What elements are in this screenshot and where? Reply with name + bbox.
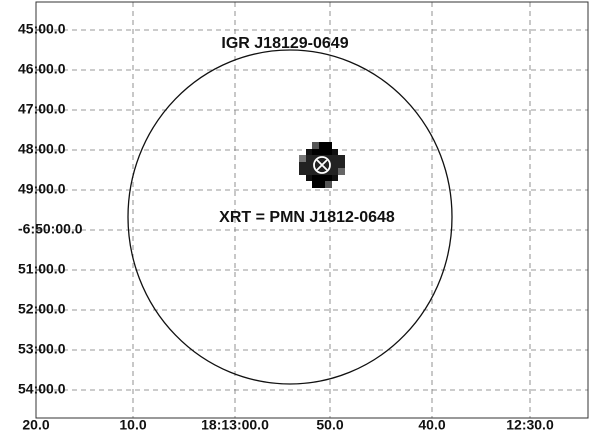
counterpart-label: XRT = PMN J1812-0648 [219,209,395,226]
y-label: 51:00.0 [18,261,66,277]
y-label: 47:00.0 [18,101,66,117]
y-label: 45:00.0 [18,21,66,37]
y-label: 52:00.0 [18,301,66,317]
y-label: 48:00.0 [18,141,66,157]
pixel [325,181,332,188]
y-label: -6:50:00.0 [18,221,83,237]
x-label: 10.0 [119,417,146,433]
x-label: 40.0 [418,417,445,433]
pixel [312,142,319,149]
x-label: 50.0 [316,417,343,433]
y-label: 49:00.0 [18,181,66,197]
pixel [299,155,306,162]
source-title: IGR J18129-0649 [221,35,348,52]
x-label: 18:13:00.0 [201,417,269,433]
x-label: 20.0 [22,417,49,433]
y-label: 46:00.0 [18,61,66,77]
x-label: 12:30.0 [506,417,554,433]
sky-image: IGR J18129-0649 XRT = PMN J1812-0648 45:… [0,0,600,436]
y-label: 53:00.0 [18,341,66,357]
pixel [338,168,345,175]
y-label: 54:00.0 [18,381,66,397]
